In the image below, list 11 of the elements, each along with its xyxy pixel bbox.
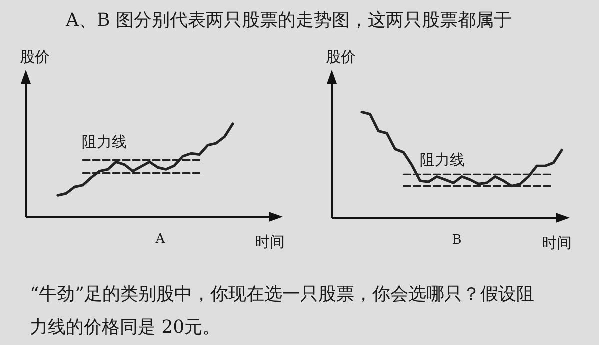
text: “牛劲”足的类别股中，你现在选一只股票，你会选哪只？假设阻	[30, 284, 534, 305]
x-axis-title: 时间	[255, 233, 285, 251]
annotation: 阻力线	[420, 151, 465, 169]
x-axis-title: 时间	[542, 234, 572, 252]
text: A	[154, 232, 166, 247]
annotation: 阻力线	[82, 133, 127, 151]
text: A、B 图分别代表两只股票的走势图，这两只股票都属于	[65, 10, 512, 31]
text: B	[452, 233, 462, 248]
y-axis-title: 股价	[326, 48, 356, 66]
text: 力线的价格同是 20元。	[30, 317, 221, 338]
y-axis-title: 股价	[20, 48, 50, 66]
